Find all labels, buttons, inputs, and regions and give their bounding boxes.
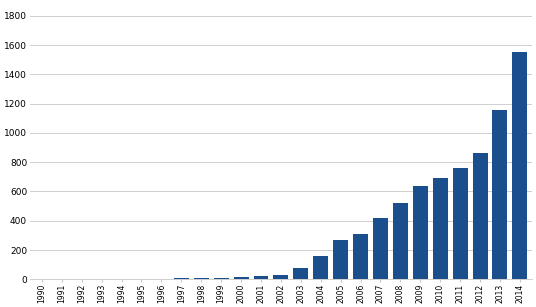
Bar <box>134 278 149 279</box>
Bar <box>293 268 308 279</box>
Bar <box>413 186 428 279</box>
Bar <box>333 240 348 279</box>
Bar <box>234 277 249 279</box>
Bar <box>393 203 408 279</box>
Bar <box>193 278 209 279</box>
Bar <box>493 110 508 279</box>
Bar <box>453 168 467 279</box>
Bar <box>174 278 189 279</box>
Bar <box>313 256 328 279</box>
Bar <box>433 178 448 279</box>
Bar <box>473 154 488 279</box>
Bar <box>373 218 388 279</box>
Bar <box>154 278 169 279</box>
Bar <box>273 275 288 279</box>
Bar <box>254 276 269 279</box>
Bar <box>512 52 527 279</box>
Bar <box>353 234 368 279</box>
Bar <box>214 278 229 279</box>
